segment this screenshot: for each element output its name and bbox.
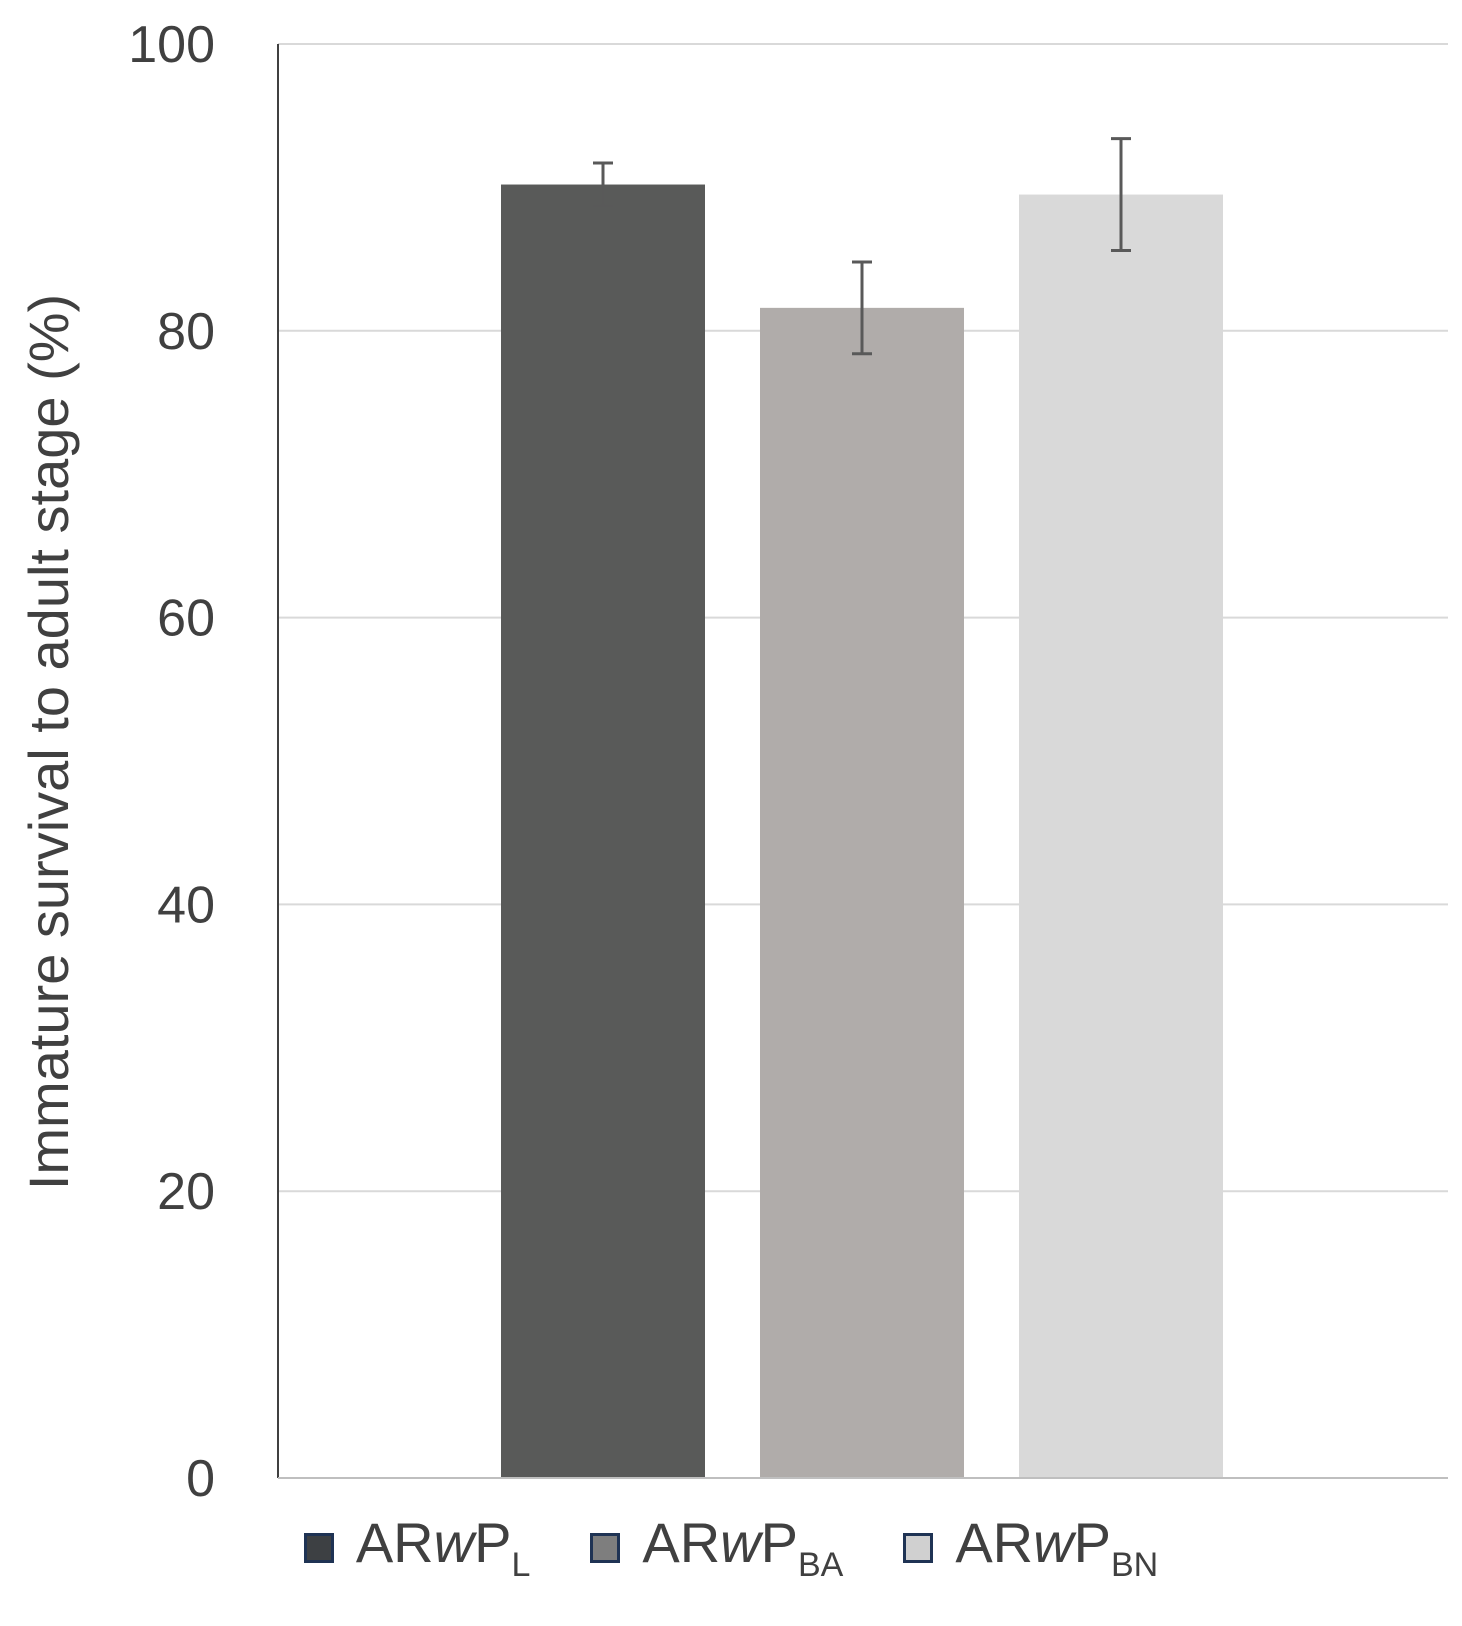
bar-chart: 0 20 40 60 80 100 Immature survival to adult … <box>17 16 1448 1500</box>
y-tick-100: 100 <box>128 16 215 74</box>
legend-item-bn: ARwPBN <box>903 1510 1158 1585</box>
y-axis-label: Immature survival to adult stage (%) <box>17 294 80 1190</box>
legend-item-l: ARwPL <box>303 1510 531 1585</box>
error-bar-3 <box>1111 137 1131 252</box>
y-tick-40: 40 <box>157 876 215 934</box>
legend-label-bn: ARwPBN <box>955 1511 1159 1584</box>
legend-swatch-bn <box>903 1532 934 1563</box>
error-bars-group <box>593 137 1131 356</box>
y-tick-80: 80 <box>157 303 215 361</box>
error-bar-2 <box>852 260 872 356</box>
bars-group <box>501 184 1223 1479</box>
bar-2 <box>760 307 964 1479</box>
bar-3 <box>1019 194 1223 1478</box>
y-tick-labels: 0 20 40 60 80 100 <box>128 16 215 1500</box>
y-tick-20: 20 <box>157 1163 215 1221</box>
legend-swatch-l <box>303 1532 334 1563</box>
legend: ARwPL ARwPBA ARwPBN <box>0 1510 1462 1600</box>
y-tick-0: 0 <box>186 1450 215 1500</box>
y-tick-60: 60 <box>157 590 215 648</box>
legend-label-l: ARwPL <box>355 1511 531 1584</box>
legend-item-ba: ARwPBA <box>590 1510 843 1585</box>
legend-swatch-ba <box>590 1532 621 1563</box>
error-bar-1 <box>593 161 613 208</box>
bar-1 <box>501 184 705 1479</box>
legend-label-ba: ARwPBA <box>642 1511 844 1584</box>
